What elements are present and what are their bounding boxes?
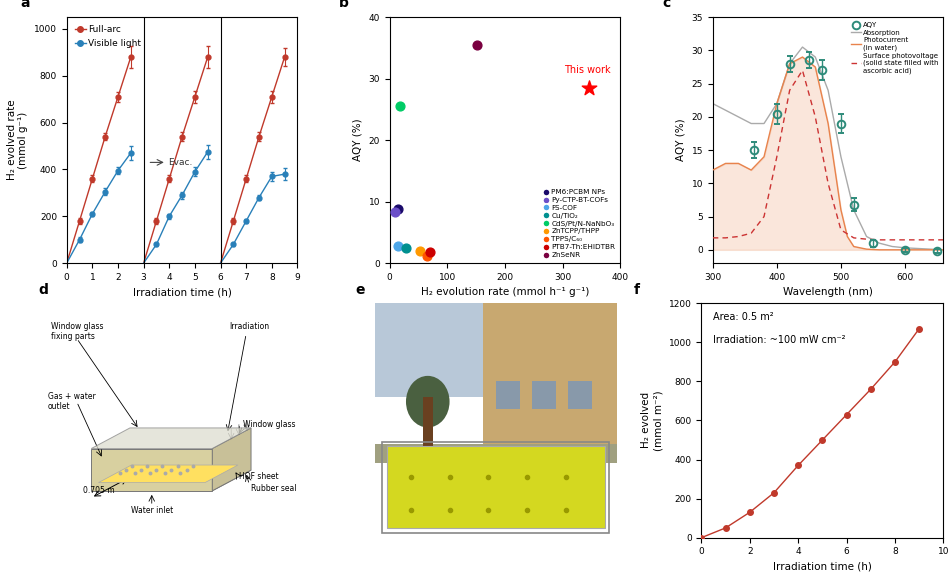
Legend: PM6:PCBM NPs, Py-CTP-BT-COFs, FS-COF, Cu/TiO₂, CdS/Pt/N-NaNbO₃, ZnTCPP/THPP, TPP: PM6:PCBM NPs, Py-CTP-BT-COFs, FS-COF, Cu…	[542, 188, 616, 260]
X-axis label: Wavelength (nm): Wavelength (nm)	[783, 287, 872, 297]
Bar	[495, 380, 519, 408]
Point	[419, 251, 434, 260]
Polygon shape	[91, 428, 250, 448]
Bar	[567, 380, 592, 408]
Y-axis label: AQY (%): AQY (%)	[675, 119, 685, 161]
Point	[387, 208, 403, 217]
Bar	[382, 442, 608, 533]
Text: Area: 0.5 m²: Area: 0.5 m²	[713, 312, 773, 321]
Point	[390, 204, 406, 213]
Text: e: e	[355, 283, 365, 297]
X-axis label: H₂ evolution rate (mmol h⁻¹ g⁻¹): H₂ evolution rate (mmol h⁻¹ g⁻¹)	[421, 287, 588, 297]
Point	[411, 246, 426, 255]
Polygon shape	[91, 448, 212, 491]
Y-axis label: AQY (%): AQY (%)	[352, 119, 363, 161]
Bar	[387, 446, 604, 529]
Bar	[483, 303, 616, 455]
Point	[581, 84, 596, 93]
Text: Evac.: Evac.	[168, 158, 192, 167]
X-axis label: Irradiation time (h): Irradiation time (h)	[772, 562, 871, 572]
Y-axis label: H₂ evolved
(mmol m⁻²): H₂ evolved (mmol m⁻²)	[641, 390, 663, 451]
Point	[469, 40, 485, 49]
Point	[398, 243, 413, 252]
Point	[422, 248, 437, 257]
Bar	[531, 380, 556, 408]
Text: Window glass
fixing parts: Window glass fixing parts	[51, 321, 104, 341]
Text: Rubber seal: Rubber seal	[250, 484, 296, 493]
Bar	[374, 444, 616, 463]
Text: c: c	[662, 0, 669, 10]
Text: HOF sheet: HOF sheet	[239, 472, 278, 482]
Text: b: b	[339, 0, 348, 10]
Bar	[423, 397, 432, 455]
Text: This work: This work	[564, 65, 610, 74]
Legend: Full-arc, Visible light: Full-arc, Visible light	[71, 22, 145, 51]
Bar	[374, 303, 616, 397]
Y-axis label: H₂ evolved rate
(mmol g⁻¹): H₂ evolved rate (mmol g⁻¹)	[7, 100, 29, 180]
Text: Irradiation: ~100 mW cm⁻²: Irradiation: ~100 mW cm⁻²	[713, 335, 845, 345]
Text: Irradiation: Irradiation	[229, 322, 269, 331]
Point	[389, 241, 405, 251]
Text: f: f	[633, 283, 639, 297]
Ellipse shape	[406, 376, 449, 427]
Polygon shape	[91, 470, 250, 491]
Legend: AQY, Absorption, Photocurrent
(in water), Surface photovoltage
(solid state fill: AQY, Absorption, Photocurrent (in water)…	[849, 21, 939, 75]
Point	[392, 102, 407, 111]
Text: d: d	[38, 283, 48, 297]
Text: a: a	[21, 0, 30, 10]
X-axis label: Irradiation time (h): Irradiation time (h)	[132, 287, 231, 297]
Text: Water inlet: Water inlet	[130, 506, 172, 515]
Polygon shape	[212, 428, 250, 491]
Text: 0.705 m: 0.705 m	[83, 486, 114, 495]
Text: Gas + water
outlet: Gas + water outlet	[48, 392, 95, 411]
Text: Window glass: Window glass	[243, 420, 295, 429]
Polygon shape	[98, 465, 238, 483]
